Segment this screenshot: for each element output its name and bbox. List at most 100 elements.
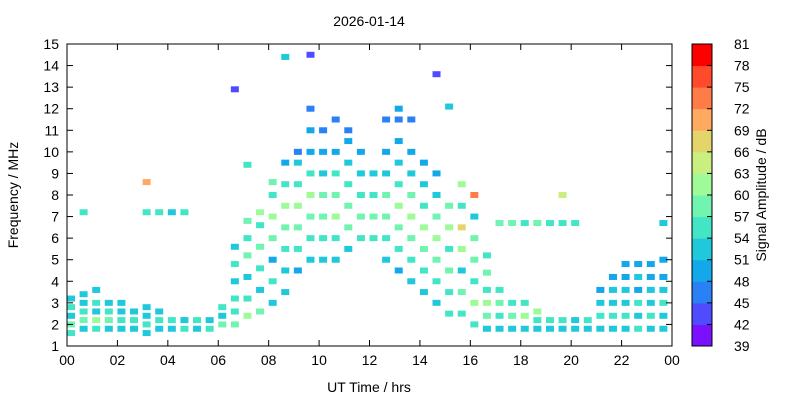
- cell: [470, 299, 479, 306]
- y-tick-label: 6: [51, 230, 59, 246]
- cell: [331, 170, 340, 177]
- y-tick-label: 10: [43, 144, 59, 160]
- cell: [344, 127, 353, 134]
- cell: [533, 220, 542, 227]
- cell: [470, 192, 479, 198]
- colorbar-tick-label: 45: [734, 295, 750, 311]
- cell: [621, 273, 630, 280]
- cell: [218, 304, 227, 311]
- cell: [646, 325, 655, 332]
- cell: [445, 289, 454, 296]
- cell: [142, 330, 151, 337]
- cell: [117, 299, 126, 306]
- cell: [571, 220, 580, 227]
- cell: [482, 299, 491, 306]
- colorbar-swatch: [692, 195, 712, 218]
- cell: [268, 278, 277, 285]
- cell: [457, 310, 466, 317]
- cell: [520, 325, 529, 332]
- cell: [432, 299, 441, 306]
- x-tick-label: 18: [513, 352, 529, 368]
- cell: [331, 116, 340, 123]
- cell: [293, 181, 302, 188]
- cell: [268, 179, 277, 186]
- y-tick-label: 2: [51, 316, 59, 332]
- x-tick-label: 12: [362, 352, 378, 368]
- cell: [445, 224, 454, 231]
- cell: [142, 321, 151, 328]
- colorbar-swatch: [692, 65, 712, 88]
- cell: [608, 286, 617, 293]
- cell: [432, 192, 441, 198]
- colorbar-tick-label: 54: [734, 230, 750, 246]
- cell: [344, 138, 353, 145]
- cell: [432, 256, 441, 263]
- cell: [508, 312, 517, 319]
- cell: [356, 148, 365, 155]
- cell: [306, 256, 315, 263]
- colorbar-swatch: [692, 108, 712, 131]
- x-tick-label: 06: [210, 352, 226, 368]
- cell: [79, 308, 88, 315]
- y-tick-label: 4: [51, 273, 59, 289]
- colorbar-tick-label: 42: [734, 316, 750, 332]
- cell: [419, 245, 428, 252]
- colorbar-tick-label: 66: [734, 144, 750, 160]
- cell: [230, 308, 239, 315]
- cell: [155, 209, 164, 216]
- cell: [142, 304, 151, 311]
- cell: [659, 325, 668, 332]
- colorbar-tick-label: 57: [734, 209, 750, 225]
- colorbar-swatch: [692, 173, 712, 196]
- cell: [634, 261, 643, 268]
- cell: [92, 286, 101, 293]
- cell: [356, 192, 365, 198]
- x-tick-label: 20: [563, 352, 579, 368]
- cell: [319, 170, 328, 177]
- cell: [394, 181, 403, 188]
- cell: [79, 291, 88, 298]
- cell: [495, 220, 504, 227]
- cell: [659, 256, 668, 263]
- cell: [545, 220, 554, 227]
- colorbar-swatch: [692, 216, 712, 239]
- colorbar-tick-label: 51: [734, 252, 750, 268]
- cell: [608, 325, 617, 332]
- colorbar-tick-label: 39: [734, 338, 750, 354]
- cell: [596, 312, 605, 319]
- cell: [306, 148, 315, 155]
- cell: [243, 252, 252, 259]
- cell: [495, 299, 504, 306]
- cell: [356, 213, 365, 220]
- cell: [508, 325, 517, 332]
- cell: [470, 256, 479, 263]
- cell: [419, 224, 428, 231]
- cell: [596, 299, 605, 306]
- cell: [243, 295, 252, 302]
- y-tick-label: 1: [51, 338, 59, 354]
- cell: [281, 224, 290, 231]
- cell: [407, 213, 416, 220]
- cell: [634, 299, 643, 306]
- cell: [445, 310, 454, 317]
- cell: [621, 312, 630, 319]
- cell: [369, 170, 378, 177]
- x-tick-label: 08: [261, 352, 277, 368]
- cell: [394, 159, 403, 166]
- colorbar-tick-label: 63: [734, 165, 750, 181]
- cell: [533, 317, 542, 324]
- cell: [92, 299, 101, 306]
- cell: [92, 308, 101, 315]
- cell: [457, 181, 466, 188]
- cell: [218, 312, 227, 319]
- cell: [230, 278, 239, 285]
- cell: [130, 317, 139, 324]
- colorbar-swatch: [692, 44, 712, 67]
- cell: [356, 235, 365, 242]
- cell: [533, 325, 542, 332]
- cell: [344, 224, 353, 231]
- cell: [407, 192, 416, 198]
- cell: [306, 213, 315, 220]
- cell: [243, 217, 252, 224]
- cell: [457, 245, 466, 252]
